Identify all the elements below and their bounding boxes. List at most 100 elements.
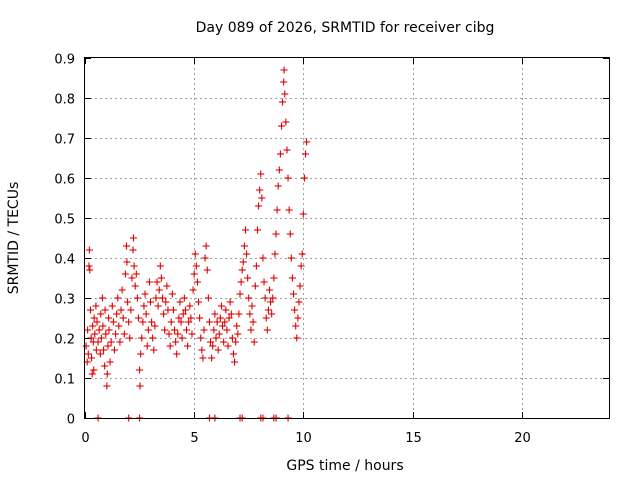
data-point — [151, 322, 159, 330]
data-point — [130, 262, 138, 270]
data-point — [97, 334, 105, 342]
data-point — [115, 322, 123, 330]
data-point — [160, 310, 168, 318]
data-point — [268, 310, 276, 318]
data-point — [224, 342, 232, 350]
data-point — [99, 322, 107, 330]
data-point — [297, 262, 305, 270]
data-point — [124, 298, 132, 306]
data-point — [239, 258, 247, 266]
data-point — [221, 318, 229, 326]
data-point — [147, 298, 154, 306]
data-point — [205, 318, 213, 326]
data-point — [152, 294, 160, 302]
data-point — [86, 306, 94, 314]
data-point — [153, 278, 161, 286]
data-point — [86, 266, 94, 274]
data-point — [166, 342, 174, 350]
data-point — [272, 230, 280, 238]
data-point — [291, 306, 299, 314]
data-point — [195, 298, 203, 306]
data-point — [275, 166, 283, 174]
data-point — [190, 270, 198, 278]
data-point — [258, 194, 266, 202]
data-point — [237, 278, 245, 286]
data-point — [103, 370, 111, 378]
data-point — [172, 338, 180, 346]
data-point — [249, 318, 257, 326]
data-point — [110, 346, 118, 354]
data-point — [295, 298, 303, 306]
data-point — [129, 234, 137, 242]
data-points — [82, 66, 311, 422]
data-point — [192, 262, 200, 270]
data-point — [92, 346, 100, 354]
y-tick-label: 0 — [67, 413, 75, 428]
axes: 0 0.1 0.2 0.3 0.4 0.5 0.6 0.7 0.8 0.9 0 5 10 15 20 — [54, 53, 609, 446]
data-point — [299, 210, 307, 218]
data-point — [106, 358, 114, 366]
data-point — [215, 330, 223, 338]
data-point — [136, 382, 144, 390]
data-point — [178, 334, 186, 342]
data-point — [264, 306, 272, 314]
data-point — [259, 254, 267, 262]
data-point — [171, 326, 179, 334]
data-point — [211, 310, 219, 318]
data-point — [150, 346, 158, 354]
data-point — [216, 314, 224, 322]
data-point — [113, 310, 121, 318]
data-point — [245, 294, 253, 302]
data-point — [203, 266, 211, 274]
x-tick-label: 10 — [295, 431, 312, 446]
data-point — [133, 294, 141, 302]
data-point — [98, 294, 106, 302]
data-point — [283, 146, 291, 154]
data-point — [234, 330, 242, 338]
data-point — [280, 78, 288, 86]
data-point — [126, 334, 134, 342]
data-point — [252, 262, 260, 270]
data-point — [210, 326, 218, 334]
data-point — [161, 326, 169, 334]
data-point — [95, 326, 103, 334]
data-point — [108, 302, 116, 310]
data-point — [257, 170, 265, 178]
data-point — [105, 326, 113, 334]
data-point — [101, 362, 109, 370]
data-point — [88, 354, 96, 362]
chart-title: Day 089 of 2026, SRMTID for receiver cib… — [196, 20, 495, 36]
data-point — [148, 318, 156, 326]
data-point — [280, 66, 288, 74]
data-point — [198, 346, 206, 354]
data-point — [191, 250, 199, 258]
data-point — [129, 246, 137, 254]
data-point — [88, 370, 96, 378]
data-point — [123, 258, 131, 266]
data-point — [120, 330, 128, 338]
data-point — [85, 246, 93, 254]
data-point — [117, 306, 125, 314]
x-tick-label: 15 — [405, 431, 422, 446]
data-point — [84, 350, 92, 358]
data-point — [92, 302, 100, 310]
data-point — [97, 310, 105, 318]
data-point — [285, 206, 293, 214]
data-point — [296, 282, 304, 290]
y-axis-label: SRMTID / TECUs — [6, 182, 22, 295]
data-point — [219, 322, 227, 330]
data-point — [91, 330, 99, 338]
data-point — [101, 306, 109, 314]
data-point — [250, 338, 258, 346]
data-point — [276, 150, 284, 158]
data-point — [197, 334, 205, 342]
data-point — [263, 326, 271, 334]
data-point — [232, 338, 240, 346]
y-tick-label: 0.4 — [54, 253, 75, 268]
data-point — [256, 186, 264, 194]
data-point — [184, 342, 192, 350]
data-point — [181, 306, 189, 314]
data-point — [226, 298, 234, 306]
data-point — [229, 350, 237, 358]
y-tick-label: 0.8 — [54, 93, 75, 108]
